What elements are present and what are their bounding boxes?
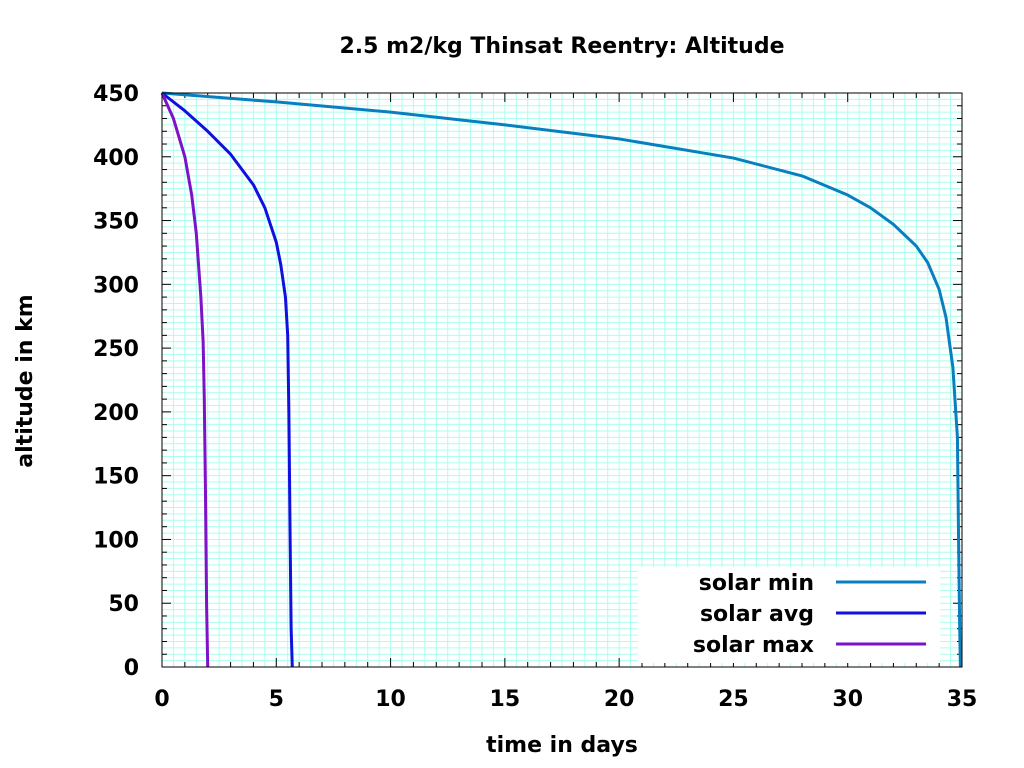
x-tick-label: 30 xyxy=(832,687,863,712)
series-line-solar-min xyxy=(161,91,962,668)
x-tick-label: 10 xyxy=(375,687,406,712)
y-axis-title: altitude in km xyxy=(13,294,38,467)
y-tick-label: 450 xyxy=(93,82,139,107)
x-tick-label: 25 xyxy=(718,687,749,712)
y-tick-label: 0 xyxy=(124,656,139,681)
y-tick-label: 100 xyxy=(93,528,139,553)
y-tick-label: 400 xyxy=(93,146,139,171)
axis-ticks xyxy=(161,92,963,668)
data-series xyxy=(160,91,962,668)
plot-frame xyxy=(161,92,963,668)
y-tick-labels: 0 50 100 150 200 250 300 350 400 450 xyxy=(93,82,139,681)
legend-label-solar-max: solar max xyxy=(693,633,814,658)
y-tick-label: 50 xyxy=(108,592,139,617)
x-tick-label: 0 xyxy=(154,687,169,712)
y-tick-label: 300 xyxy=(93,273,139,298)
x-tick-label: 20 xyxy=(604,687,635,712)
y-tick-label: 200 xyxy=(93,401,139,426)
legend: solar min solar avg solar max xyxy=(638,567,940,663)
chart-title: 2.5 m2/kg Thinsat Reentry: Altitude xyxy=(339,34,784,59)
x-axis-title: time in days xyxy=(486,733,638,758)
x-tick-label: 15 xyxy=(490,687,521,712)
legend-label-solar-avg: solar avg xyxy=(700,602,814,627)
y-tick-label: 250 xyxy=(93,337,139,362)
y-tick-label: 150 xyxy=(93,465,139,490)
series-line-solar-avg xyxy=(161,91,294,668)
x-tick-labels: 0 5 10 15 20 25 30 35 xyxy=(154,687,977,712)
legend-label-solar-min: solar min xyxy=(699,571,814,596)
x-tick-label: 35 xyxy=(947,687,978,712)
y-tick-label: 350 xyxy=(93,210,139,235)
x-tick-label: 5 xyxy=(269,687,284,712)
series-line-solar-max xyxy=(160,92,210,668)
